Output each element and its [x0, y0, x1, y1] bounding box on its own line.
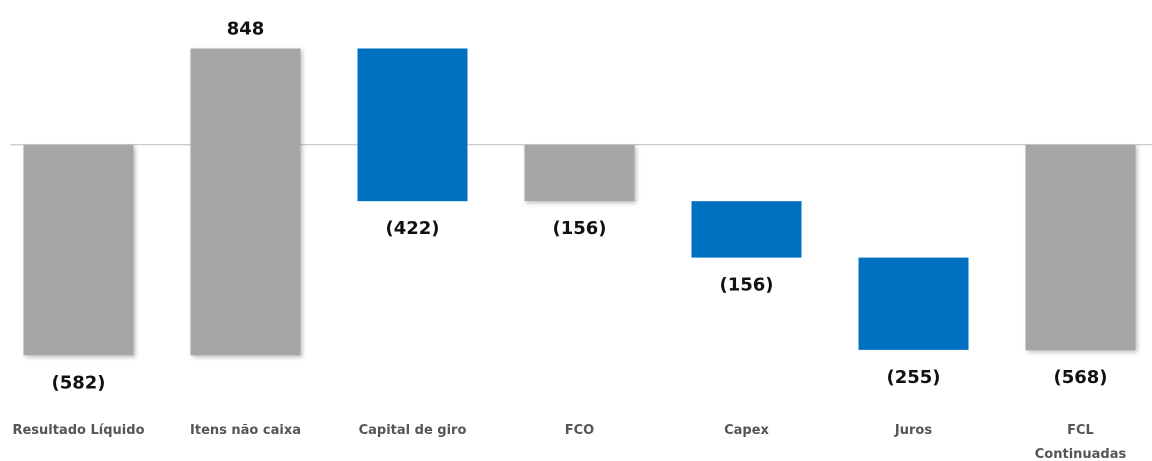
bar [357, 48, 468, 202]
x-tick-label: FCL Continuadas [1034, 423, 1127, 461]
x-tick-label: Resultado Líquido [12, 423, 145, 438]
bar [190, 48, 301, 356]
bar [858, 257, 969, 350]
x-tick-label: FCO [564, 423, 595, 438]
x-tick-label: Itens não caixa [190, 423, 301, 438]
value-label: 848 [227, 18, 265, 39]
x-tick-label: Capital de giro [358, 423, 467, 438]
value-label: (582) [51, 372, 105, 393]
value-label: (568) [1053, 367, 1107, 388]
bar [23, 144, 134, 356]
bar [691, 201, 802, 258]
bar [1025, 144, 1136, 351]
value-label: (255) [886, 367, 940, 388]
x-tick-label: Juros [894, 423, 933, 438]
bar [524, 144, 635, 202]
x-tick-label: Capex [724, 423, 769, 438]
value-label: (156) [552, 218, 606, 239]
value-label: (422) [385, 218, 439, 239]
value-label: (156) [719, 275, 773, 296]
